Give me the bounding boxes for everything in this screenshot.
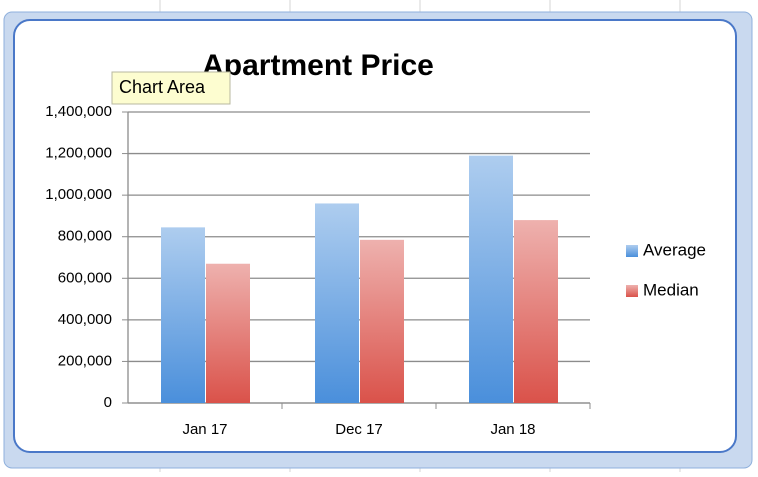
y-tick-label: 400,000 (58, 311, 112, 328)
legend-swatch (626, 285, 638, 297)
y-tick-label: 1,400,000 (45, 103, 112, 120)
bar (206, 263, 250, 403)
chart-title: Apartment Price (202, 49, 434, 82)
y-tick-label: 800,000 (58, 228, 112, 245)
bar (315, 203, 359, 403)
y-tick-label: 600,000 (58, 269, 112, 286)
tooltip: Chart Area (119, 77, 206, 97)
x-tick-label: Dec 17 (335, 421, 383, 438)
bar (161, 227, 205, 403)
bar (514, 220, 558, 403)
y-tick-label: 1,000,000 (45, 186, 112, 203)
tooltip-box (111, 71, 231, 105)
bar (469, 155, 513, 403)
y-tick-label: 1,200,000 (45, 145, 112, 162)
y-tick-label: 0 (104, 394, 112, 411)
bar (360, 239, 404, 403)
legend-label: Median (643, 280, 699, 299)
x-tick-label: Jan 18 (490, 421, 535, 438)
y-tick-label: 200,000 (58, 352, 112, 369)
legend-swatch (626, 245, 638, 257)
legend-label: Average (643, 240, 706, 259)
x-tick-label: Jan 17 (182, 421, 227, 438)
